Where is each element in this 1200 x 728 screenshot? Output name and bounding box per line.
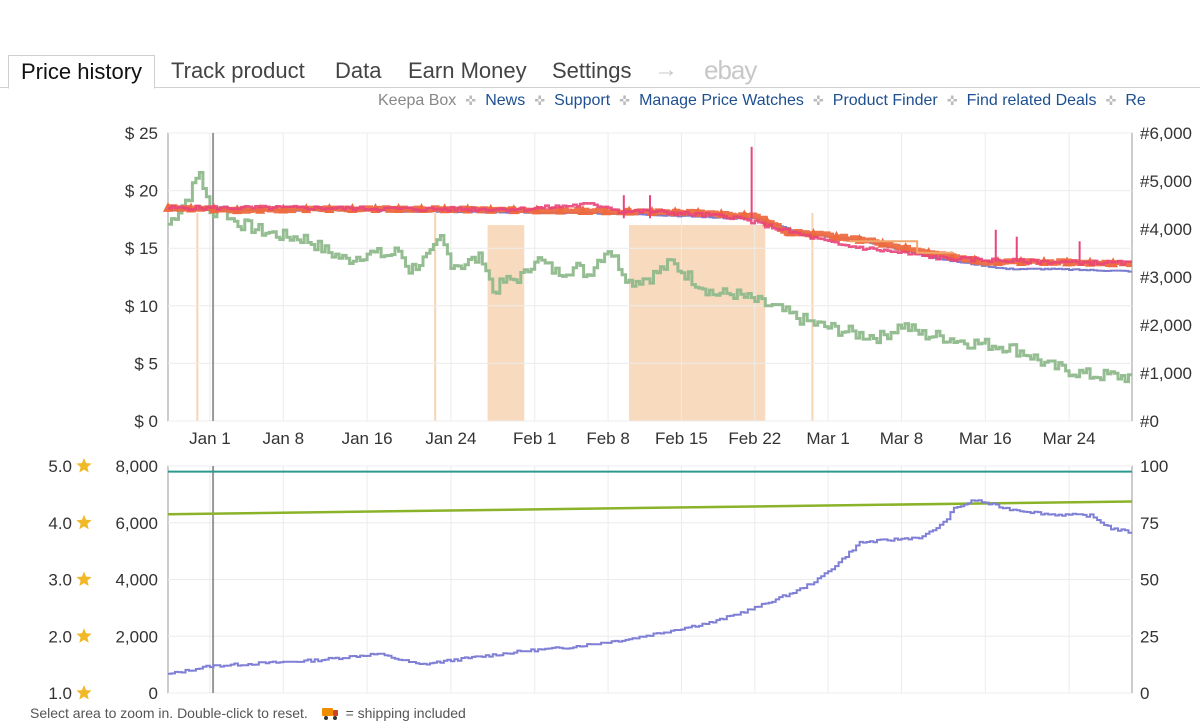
separator-icon: ✜ <box>465 93 477 108</box>
x-tick-label: Jan 8 <box>262 429 304 448</box>
tab-bar: Price history Track product Data Earn Mo… <box>0 55 1200 89</box>
tab-bar-divider <box>0 87 1200 88</box>
tab-earn-money[interactable]: Earn Money <box>408 58 527 83</box>
buybox-marker <box>831 230 842 241</box>
x-tick-label: Feb 22 <box>728 429 781 448</box>
y-tick-label-percent: 100 <box>1140 457 1168 476</box>
product-finder-link[interactable]: Product Finder <box>832 92 938 109</box>
separator-icon: ✜ <box>534 93 546 108</box>
buybox-marker <box>278 203 289 214</box>
y-tick-label-price: $ 10 <box>125 297 158 316</box>
support-link[interactable]: Support <box>554 92 611 109</box>
y-tick-label-rating: 4.0 <box>48 514 72 533</box>
y-tick-label-rank: #0 <box>1140 412 1159 431</box>
y-tick-label-price: $ 15 <box>125 239 158 258</box>
tab-data[interactable]: Data <box>335 58 382 83</box>
star-icon <box>76 514 92 530</box>
x-tick-label: Jan 1 <box>189 429 231 448</box>
y-tick-label-rank: #5,000 <box>1140 172 1192 191</box>
y-tick-label-reviews: 8,000 <box>115 457 158 476</box>
y-tick-label-percent: 50 <box>1140 571 1159 590</box>
find-related-deals-link[interactable]: Find related Deals <box>966 92 1097 109</box>
x-tick-label: Feb 1 <box>513 429 556 448</box>
y-tick-label-reviews: 0 <box>149 684 158 700</box>
x-tick-label: Feb 8 <box>586 429 629 448</box>
tab-price-history[interactable]: Price history <box>8 55 156 89</box>
x-tick-label: Feb 15 <box>655 429 708 448</box>
zoom-hint: Select area to zoom in. Double-click to … <box>30 705 308 721</box>
shipping-legend: = shipping included <box>345 705 466 721</box>
y-tick-label-reviews: 6,000 <box>115 514 158 533</box>
y-tick-label-rank: #1,000 <box>1140 364 1192 383</box>
news-link[interactable]: News <box>485 92 526 109</box>
star-icon <box>76 571 92 586</box>
sub-navigation: Keepa Box ✜ News ✜ Support ✜ Manage Price Watc… <box>378 92 1146 112</box>
buybox-marker <box>531 204 542 215</box>
y-tick-label-percent: 25 <box>1140 627 1159 646</box>
separator-icon: ✜ <box>812 93 824 108</box>
y-tick-label-rank: #4,000 <box>1140 220 1192 239</box>
y-tick-label-rating: 5.0 <box>48 457 72 476</box>
manage-price-watches-link[interactable]: Manage Price Watches <box>639 92 804 109</box>
buybox-marker <box>255 203 266 214</box>
x-tick-label: Mar 24 <box>1043 429 1096 448</box>
ebay-logo-link[interactable]: ebay <box>704 55 757 85</box>
y-tick-label-price: $ 0 <box>134 412 158 431</box>
x-tick-label: Mar 1 <box>806 429 849 448</box>
out-of-stock-band <box>487 225 525 421</box>
y-tick-label-rating: 3.0 <box>48 571 72 590</box>
y-tick-label-rating: 1.0 <box>48 684 72 700</box>
truck-icon <box>321 708 338 720</box>
y-tick-label-reviews: 2,000 <box>115 627 158 646</box>
y-tick-label-rank: #3,000 <box>1140 268 1192 287</box>
buybox-marker <box>554 204 565 215</box>
buybox-marker <box>877 237 888 248</box>
y-tick-label-rank: #2,000 <box>1140 316 1192 335</box>
amazon-price-line <box>849 240 954 254</box>
star-icon <box>76 685 92 700</box>
buybox-marker <box>992 256 1003 267</box>
new-price-line <box>168 202 1132 266</box>
star-icon <box>76 628 92 643</box>
tab-settings[interactable]: Settings <box>552 58 632 83</box>
y-tick-label-price: $ 5 <box>134 354 158 373</box>
buybox-marker <box>900 241 911 252</box>
buybox-marker <box>600 205 611 216</box>
price-history-chart[interactable]: Jan 1 Jan 8 Jan 16 Jan 24 Feb 1 Feb 8 Feb 15 Fe… <box>0 0 1200 700</box>
buybox-marker <box>577 204 588 215</box>
x-tick-label: Mar 8 <box>880 429 923 448</box>
keepa-box-link[interactable]: Keepa Box <box>378 92 457 109</box>
y-tick-label-rating: 2.0 <box>48 627 72 646</box>
x-tick-label: Jan 16 <box>342 429 393 448</box>
separator-icon: ✜ <box>1105 93 1117 108</box>
tab-track-product[interactable]: Track product <box>171 58 305 83</box>
reviews-line <box>168 499 1132 675</box>
y-tick-label-rank: #6,000 <box>1140 124 1192 143</box>
star-icon <box>76 458 92 473</box>
out-of-stock-band <box>629 225 766 421</box>
y-tick-label-price: $ 20 <box>125 182 158 201</box>
chart-footer: Select area to zoom in. Double-click to … <box>30 705 466 721</box>
truncated-link[interactable]: Re <box>1125 92 1146 109</box>
y-tick-label-price: $ 25 <box>125 124 158 143</box>
x-tick-label: Mar 16 <box>959 429 1012 448</box>
y-tick-label-reviews: 4,000 <box>115 571 158 590</box>
sales-rank-line <box>168 171 1132 384</box>
y-tick-label-percent: 75 <box>1140 514 1159 533</box>
x-tick-label: Jan 24 <box>425 429 476 448</box>
arrow-right-icon: → <box>654 56 678 83</box>
y-tick-label-percent: 0 <box>1140 684 1149 700</box>
separator-icon: ✜ <box>946 93 958 108</box>
separator-icon: ✜ <box>619 93 631 108</box>
